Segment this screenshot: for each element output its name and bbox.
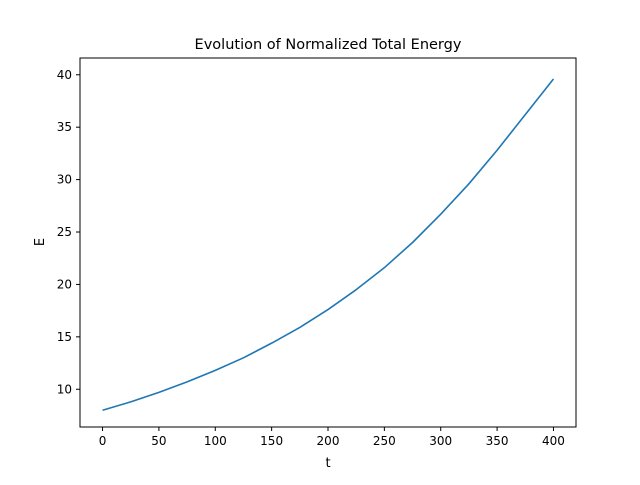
- x-tick-label: 350: [486, 434, 509, 448]
- y-tick-label: 40: [57, 68, 72, 82]
- y-tick-label: 25: [57, 225, 72, 239]
- y-tick-label: 10: [57, 382, 72, 396]
- x-tick-label: 200: [317, 434, 340, 448]
- y-tick-label: 20: [57, 277, 72, 291]
- x-tick-label: 0: [99, 434, 107, 448]
- x-tick-label: 250: [373, 434, 396, 448]
- y-tick-label: 30: [57, 173, 72, 187]
- x-axis: 0 50 100 150 200 250 300 350 400: [99, 427, 565, 448]
- x-tick-label: 100: [204, 434, 227, 448]
- x-tick-label: 150: [260, 434, 283, 448]
- x-tick-label: 400: [542, 434, 565, 448]
- y-axis: 10 15 20 25 30 35 40: [57, 68, 80, 396]
- x-tick-label: 300: [429, 434, 452, 448]
- plot-content: [102, 78, 555, 411]
- series-line: [102, 78, 555, 411]
- y-axis-label: E: [33, 238, 48, 246]
- y-tick-label: 35: [57, 120, 72, 134]
- x-axis-label: t: [325, 456, 330, 471]
- y-tick-label: 15: [57, 330, 72, 344]
- chart-title: Evolution of Normalized Total Energy: [195, 37, 462, 53]
- x-tick-label: 50: [151, 434, 166, 448]
